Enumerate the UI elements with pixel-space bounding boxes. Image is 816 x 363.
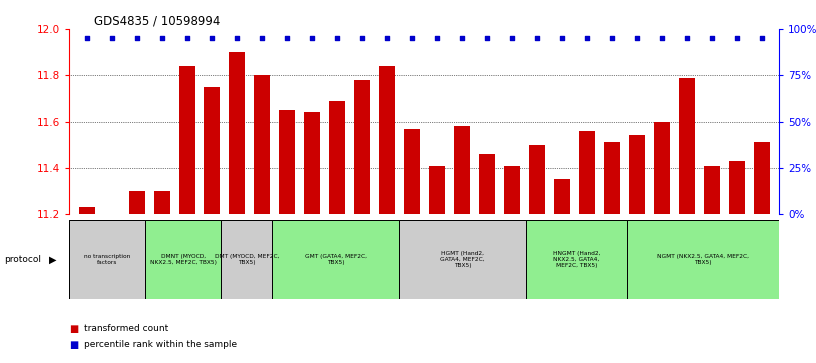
Bar	[179, 66, 195, 214]
Bar	[554, 179, 570, 214]
Bar	[579, 131, 595, 214]
Point	[530, 35, 543, 41]
Text: percentile rank within the sample: percentile rank within the sample	[84, 340, 237, 349]
Text: DMT (MYOCD, MEF2C,
TBX5): DMT (MYOCD, MEF2C, TBX5)	[215, 254, 279, 265]
Point	[681, 35, 694, 41]
Bar	[428, 166, 445, 214]
Point	[255, 35, 268, 41]
Text: GDS4835 / 10598994: GDS4835 / 10598994	[94, 15, 220, 28]
Bar	[604, 142, 620, 214]
Text: HGMT (Hand2,
GATA4, MEF2C,
TBX5): HGMT (Hand2, GATA4, MEF2C, TBX5)	[440, 251, 485, 268]
Bar	[654, 122, 670, 214]
Bar	[479, 154, 495, 214]
Bar	[679, 78, 695, 214]
Bar	[628, 135, 645, 214]
Bar	[221, 220, 273, 299]
Bar	[754, 142, 770, 214]
Point	[455, 35, 468, 41]
Point	[230, 35, 243, 41]
Text: ▶: ▶	[49, 254, 56, 265]
Bar	[399, 220, 526, 299]
Point	[705, 35, 718, 41]
Bar	[379, 66, 395, 214]
Bar	[78, 207, 95, 214]
Point	[305, 35, 318, 41]
Bar	[254, 75, 270, 214]
Point	[481, 35, 494, 41]
Bar	[228, 52, 245, 214]
Bar	[204, 87, 220, 214]
Bar	[129, 191, 145, 214]
Bar	[628, 220, 779, 299]
Bar	[529, 145, 545, 214]
Point	[380, 35, 393, 41]
Point	[330, 35, 344, 41]
Point	[630, 35, 643, 41]
Bar	[69, 220, 145, 299]
Point	[180, 35, 193, 41]
Bar	[703, 166, 720, 214]
Text: no transcription
factors: no transcription factors	[84, 254, 131, 265]
Bar	[526, 220, 628, 299]
Text: ■: ■	[69, 340, 78, 350]
Point	[206, 35, 219, 41]
Text: DMNT (MYOCD,
NKX2.5, MEF2C, TBX5): DMNT (MYOCD, NKX2.5, MEF2C, TBX5)	[150, 254, 217, 265]
Bar	[153, 191, 170, 214]
Point	[505, 35, 518, 41]
Point	[131, 35, 144, 41]
Text: transformed count: transformed count	[84, 324, 168, 333]
Text: ■: ■	[69, 323, 78, 334]
Point	[756, 35, 769, 41]
Text: protocol: protocol	[4, 255, 41, 264]
Point	[281, 35, 294, 41]
Bar	[353, 80, 370, 214]
Bar	[145, 220, 221, 299]
Text: HNGMT (Hand2,
NKX2.5, GATA4,
MEF2C, TBX5): HNGMT (Hand2, NKX2.5, GATA4, MEF2C, TBX5…	[552, 251, 601, 268]
Point	[555, 35, 568, 41]
Bar	[329, 101, 345, 214]
Point	[105, 35, 118, 41]
Point	[605, 35, 619, 41]
Point	[580, 35, 593, 41]
Bar	[729, 161, 745, 214]
Point	[355, 35, 368, 41]
Point	[80, 35, 93, 41]
Point	[155, 35, 168, 41]
Bar	[404, 129, 420, 214]
Bar	[454, 126, 470, 214]
Bar	[304, 112, 320, 214]
Point	[430, 35, 443, 41]
Bar	[279, 110, 295, 214]
Point	[655, 35, 668, 41]
Bar	[273, 220, 399, 299]
Text: NGMT (NKX2.5, GATA4, MEF2C,
TBX5): NGMT (NKX2.5, GATA4, MEF2C, TBX5)	[657, 254, 749, 265]
Text: GMT (GATA4, MEF2C,
TBX5): GMT (GATA4, MEF2C, TBX5)	[304, 254, 366, 265]
Point	[406, 35, 419, 41]
Bar	[503, 166, 520, 214]
Point	[730, 35, 743, 41]
